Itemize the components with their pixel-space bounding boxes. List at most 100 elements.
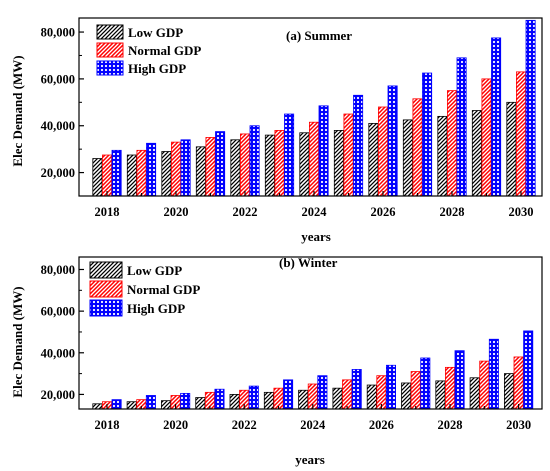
- bar-low-gdp-2028: [435, 380, 446, 410]
- winter-bars: [92, 330, 534, 410]
- legend-label-high-gdp: High GDP: [127, 301, 185, 316]
- bar-high-gdp-2027: [422, 72, 433, 197]
- bar-low-gdp-2018: [92, 158, 103, 197]
- bar-high-gdp-2019: [146, 142, 157, 197]
- bar-normal-gdp-2028: [444, 366, 455, 410]
- summer-x-axis: 2018 2020 2022 2024 2026 2028 2030: [95, 191, 534, 219]
- legend-label-normal-gdp: Normal GDP: [127, 282, 200, 297]
- summer-legend: Low GDP Normal GDP High GDP: [96, 24, 201, 76]
- winter-x-axis-label: years: [295, 452, 325, 467]
- bar-low-gdp-2020: [160, 400, 171, 410]
- bar-high-gdp-2028: [454, 350, 465, 410]
- legend-swatch-normal-gdp: [96, 42, 124, 58]
- summer-bars: [92, 19, 536, 197]
- bar-high-gdp-2024: [317, 375, 328, 410]
- bar-low-gdp-2027: [402, 119, 413, 197]
- bar-normal-gdp-2020: [170, 141, 181, 197]
- bar-high-gdp-2030: [525, 19, 536, 197]
- bar-high-gdp-2018: [111, 149, 122, 197]
- bar-normal-gdp-2029: [481, 78, 492, 197]
- x-tick-label: 2030: [509, 205, 534, 219]
- bar-low-gdp-2024: [299, 132, 310, 197]
- bar-high-gdp-2023: [283, 379, 294, 410]
- bar-normal-gdp-2030: [516, 71, 527, 197]
- winter-plot-frame: [78, 256, 543, 410]
- bar-low-gdp-2018: [92, 403, 103, 410]
- bar-normal-gdp-2019: [136, 149, 147, 197]
- x-tick-label: 2024: [300, 418, 326, 432]
- legend-label-high-gdp: High GDP: [128, 61, 186, 76]
- bar-high-gdp-2026: [385, 364, 396, 410]
- bar-high-gdp-2020: [180, 139, 191, 197]
- bar-high-gdp-2025: [353, 94, 364, 197]
- y-tick-label: 60,000: [41, 305, 75, 319]
- y-tick-label: 20,000: [41, 166, 75, 180]
- summer-y-axis-label: Elec Demand (MW): [10, 55, 25, 166]
- bar-high-gdp-2028: [456, 57, 467, 197]
- bar-normal-gdp-2028: [446, 90, 457, 197]
- winter-x-axis: 2018 2020 2022 2024 2026 2028 2030: [95, 404, 531, 432]
- bar-normal-gdp-2029: [479, 360, 490, 410]
- winter-legend: Low GDP Normal GDP High GDP: [89, 261, 200, 317]
- x-tick-label: 2022: [233, 205, 258, 219]
- bar-low-gdp-2028: [437, 115, 448, 197]
- x-tick-label: 2018: [95, 205, 120, 219]
- bar-low-gdp-2025: [333, 130, 344, 197]
- bar-low-gdp-2020: [161, 151, 172, 197]
- x-tick-label: 2020: [163, 418, 188, 432]
- bar-low-gdp-2024: [298, 389, 309, 410]
- bar-low-gdp-2029: [469, 377, 480, 410]
- bar-high-gdp-2020: [180, 392, 191, 410]
- bar-normal-gdp-2024: [308, 121, 319, 197]
- bar-low-gdp-2022: [229, 394, 240, 410]
- legend-swatch-low-gdp: [96, 24, 124, 40]
- bar-normal-gdp-2025: [342, 379, 353, 410]
- bar-normal-gdp-2023: [274, 130, 285, 197]
- bar-high-gdp-2029: [491, 37, 502, 197]
- y-tick-label: 40,000: [41, 346, 75, 360]
- bar-normal-gdp-2030: [513, 356, 524, 410]
- bar-low-gdp-2019: [126, 401, 137, 410]
- bar-normal-gdp-2025: [343, 113, 354, 197]
- x-tick-label: 2030: [506, 418, 531, 432]
- bar-low-gdp-2027: [401, 382, 412, 410]
- legend-swatch-high-gdp: [89, 299, 123, 317]
- bar-high-gdp-2022: [248, 385, 259, 410]
- summer-chart: 20,000 40,000 60,000 80,000 2018 2020 2022 202…: [10, 17, 543, 244]
- bar-low-gdp-2026: [366, 384, 377, 410]
- bar-high-gdp-2029: [488, 338, 499, 410]
- bar-low-gdp-2023: [264, 134, 275, 197]
- bar-high-gdp-2030: [523, 330, 534, 410]
- x-tick-label: 2024: [302, 205, 328, 219]
- bar-low-gdp-2021: [195, 397, 206, 410]
- bar-low-gdp-2021: [195, 146, 206, 197]
- summer-x-axis-label: years: [301, 229, 331, 244]
- y-tick-label: 40,000: [41, 119, 75, 133]
- summer-plot-frame: [78, 17, 543, 197]
- x-tick-label: 2022: [232, 418, 257, 432]
- bar-low-gdp-2030: [506, 101, 517, 197]
- bar-normal-gdp-2023: [273, 387, 284, 410]
- legend-label-normal-gdp: Normal GDP: [128, 43, 201, 58]
- bar-normal-gdp-2021: [205, 137, 216, 197]
- winter-chart: 20,000 40,000 60,000 80,000 2018 2020 2022 202…: [10, 255, 543, 467]
- x-tick-label: 2028: [438, 418, 463, 432]
- bar-high-gdp-2026: [387, 85, 398, 197]
- bar-low-gdp-2026: [368, 122, 379, 197]
- bar-low-gdp-2025: [332, 387, 343, 410]
- bar-high-gdp-2024: [318, 105, 329, 197]
- x-tick-label: 2020: [164, 205, 189, 219]
- y-tick-label: 80,000: [41, 263, 75, 277]
- bar-high-gdp-2027: [420, 357, 431, 410]
- y-tick-label: 20,000: [41, 388, 75, 402]
- legend-label-low-gdp: Low GDP: [127, 263, 182, 278]
- x-tick-label: 2026: [369, 418, 394, 432]
- legend-swatch-high-gdp: [96, 60, 124, 76]
- legend-swatch-normal-gdp: [89, 280, 123, 298]
- bar-high-gdp-2021: [214, 388, 225, 410]
- x-tick-label: 2026: [371, 205, 396, 219]
- summer-title: (a) Summer: [286, 28, 352, 43]
- bar-normal-gdp-2027: [410, 371, 421, 410]
- legend-swatch-low-gdp: [89, 261, 123, 279]
